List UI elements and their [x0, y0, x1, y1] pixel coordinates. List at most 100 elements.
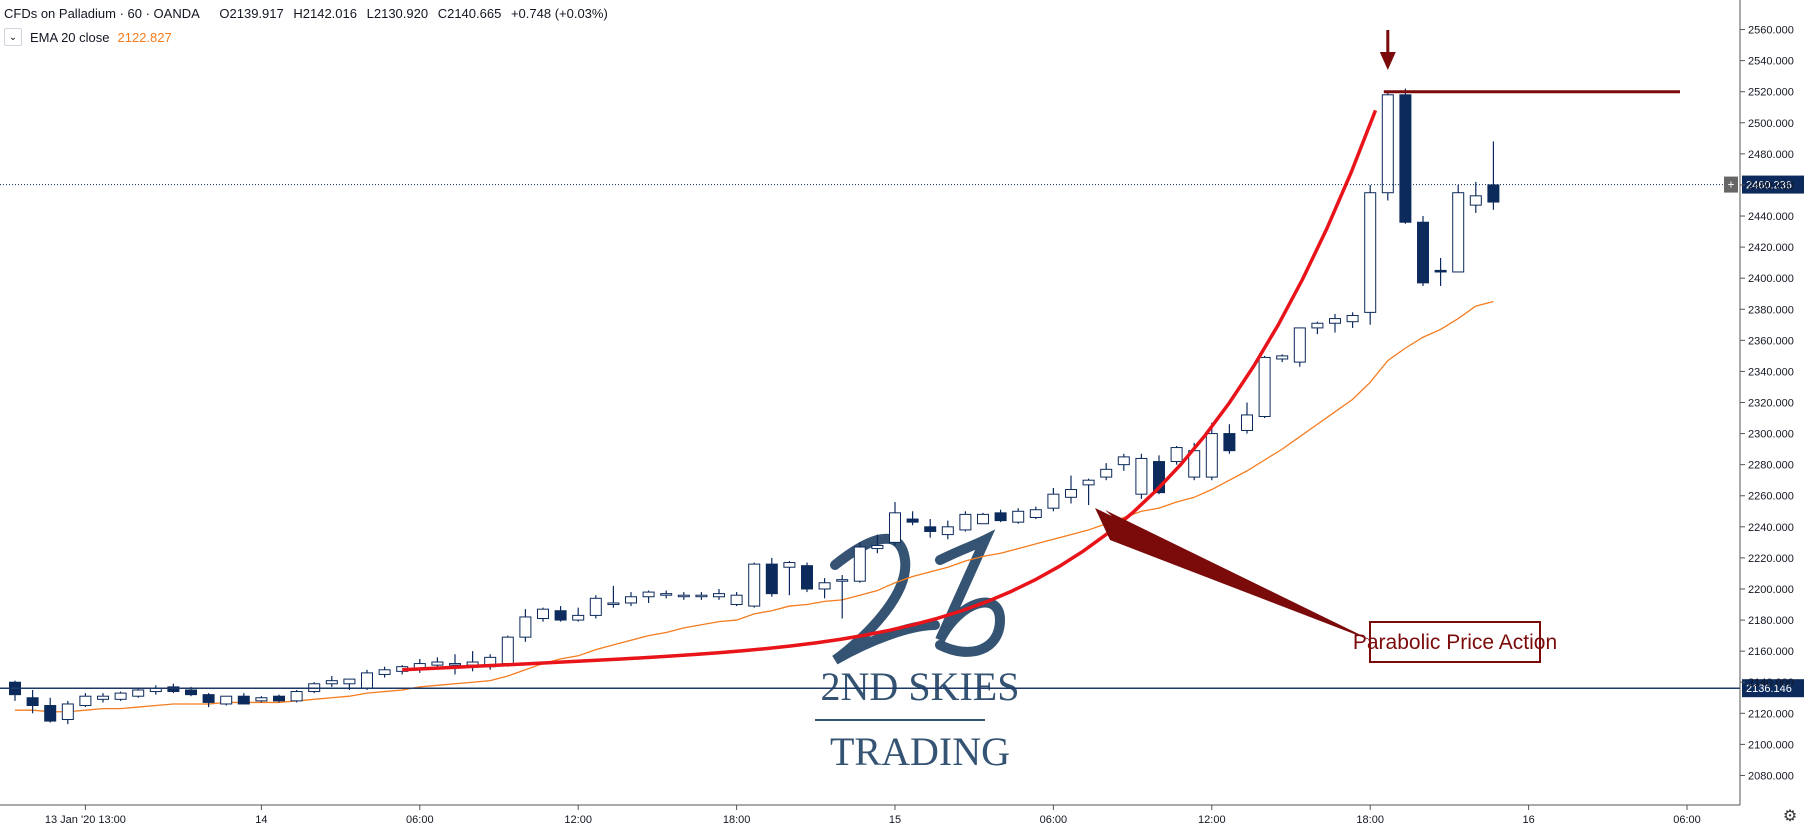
- candle[interactable]: [1205, 422, 1218, 481]
- candle[interactable]: [713, 588, 725, 600]
- indicator-label[interactable]: EMA 20 close: [30, 29, 110, 45]
- candle[interactable]: [79, 693, 92, 708]
- candle[interactable]: [273, 694, 285, 703]
- candle[interactable]: [625, 592, 637, 607]
- candle[interactable]: [836, 574, 849, 619]
- candle[interactable]: [501, 635, 514, 667]
- candle[interactable]: [589, 595, 602, 619]
- annotation-arrow: [1105, 510, 1375, 642]
- candle[interactable]: [1117, 453, 1130, 471]
- candle[interactable]: [783, 561, 796, 596]
- candle[interactable]: [44, 697, 57, 723]
- candle[interactable]: [1065, 475, 1077, 504]
- candle[interactable]: [977, 512, 989, 525]
- candle[interactable]: [642, 590, 655, 603]
- candle-body: [730, 594, 743, 606]
- candle-body: [79, 695, 92, 707]
- candle-body: [290, 691, 303, 702]
- candle[interactable]: [801, 562, 813, 593]
- candle[interactable]: [572, 607, 585, 622]
- candle[interactable]: [1029, 506, 1042, 520]
- candle-body: [114, 692, 127, 700]
- candle[interactable]: [537, 607, 549, 622]
- candle[interactable]: [1241, 402, 1253, 434]
- candle[interactable]: [1364, 184, 1377, 325]
- candle[interactable]: [519, 609, 532, 642]
- time-tick-label: 06:00: [1673, 814, 1701, 826]
- candle[interactable]: [924, 519, 937, 538]
- price-tick-label: 2340.000: [1748, 366, 1794, 378]
- candle[interactable]: [677, 592, 690, 600]
- candle[interactable]: [61, 700, 74, 725]
- candle[interactable]: [748, 562, 761, 608]
- candle[interactable]: [853, 542, 866, 583]
- candle[interactable]: [1399, 88, 1412, 224]
- candle-body: [889, 512, 901, 543]
- candle[interactable]: [1469, 181, 1482, 213]
- candle[interactable]: [871, 534, 884, 554]
- candle[interactable]: [1434, 257, 1447, 286]
- candle[interactable]: [202, 693, 215, 708]
- time-tick-label: 13 Jan '20 13:00: [45, 814, 126, 826]
- candle[interactable]: [818, 578, 831, 599]
- candle[interactable]: [149, 685, 162, 695]
- candle[interactable]: [1258, 355, 1271, 419]
- candle[interactable]: [1452, 184, 1465, 273]
- candle[interactable]: [660, 590, 673, 599]
- candle[interactable]: [994, 509, 1007, 523]
- candle[interactable]: [695, 592, 708, 600]
- candle[interactable]: [1346, 312, 1359, 328]
- candle[interactable]: [9, 680, 21, 701]
- candle[interactable]: [1487, 141, 1500, 210]
- candle[interactable]: [1135, 453, 1148, 499]
- candle[interactable]: [906, 511, 919, 526]
- candle[interactable]: [325, 676, 338, 687]
- symbol-title[interactable]: CFDs on Palladium · 60 · OANDA: [4, 6, 200, 21]
- candle[interactable]: [114, 691, 127, 701]
- candle[interactable]: [1293, 327, 1306, 367]
- candle[interactable]: [607, 585, 620, 608]
- candle[interactable]: [889, 501, 901, 546]
- candle[interactable]: [1100, 463, 1113, 481]
- candle[interactable]: [1047, 487, 1060, 512]
- candle[interactable]: [255, 696, 268, 703]
- time-tick-label: 15: [889, 814, 901, 826]
- candle[interactable]: [290, 689, 303, 703]
- candle[interactable]: [1223, 424, 1236, 454]
- candle[interactable]: [26, 689, 39, 714]
- candle[interactable]: [97, 693, 109, 703]
- candle[interactable]: [220, 695, 233, 706]
- candle[interactable]: [1311, 321, 1324, 335]
- candle[interactable]: [1381, 91, 1394, 201]
- candle[interactable]: [730, 592, 743, 607]
- time-tick-label: 12:00: [564, 814, 592, 826]
- candle[interactable]: [765, 557, 778, 597]
- candle[interactable]: [1082, 478, 1095, 506]
- candle[interactable]: [1170, 446, 1183, 465]
- candle[interactable]: [1012, 508, 1025, 524]
- annotation-box[interactable]: [1369, 621, 1541, 663]
- candle[interactable]: [959, 511, 972, 532]
- candle[interactable]: [554, 606, 567, 622]
- chevron-down-icon[interactable]: ⌄: [4, 28, 22, 46]
- candle[interactable]: [1276, 354, 1289, 363]
- crosshair-plus-icon[interactable]: [1724, 176, 1738, 193]
- gear-icon[interactable]: ⚙: [1783, 808, 1797, 825]
- candle-body: [1293, 327, 1306, 363]
- candle-body: [361, 672, 373, 689]
- candle-body: [1047, 493, 1060, 509]
- candle[interactable]: [1417, 216, 1429, 286]
- candle-body: [1223, 433, 1236, 452]
- candle[interactable]: [1329, 313, 1341, 333]
- candle[interactable]: [449, 654, 461, 675]
- candle[interactable]: [361, 669, 373, 690]
- price-tick-label: 2440.000: [1748, 211, 1794, 223]
- candle-body: [1241, 414, 1253, 431]
- candle-body: [695, 594, 708, 598]
- support-price-tag: [1742, 679, 1804, 698]
- candle[interactable]: [237, 693, 250, 705]
- candle[interactable]: [378, 666, 391, 678]
- candle[interactable]: [132, 688, 145, 698]
- candle[interactable]: [941, 520, 954, 540]
